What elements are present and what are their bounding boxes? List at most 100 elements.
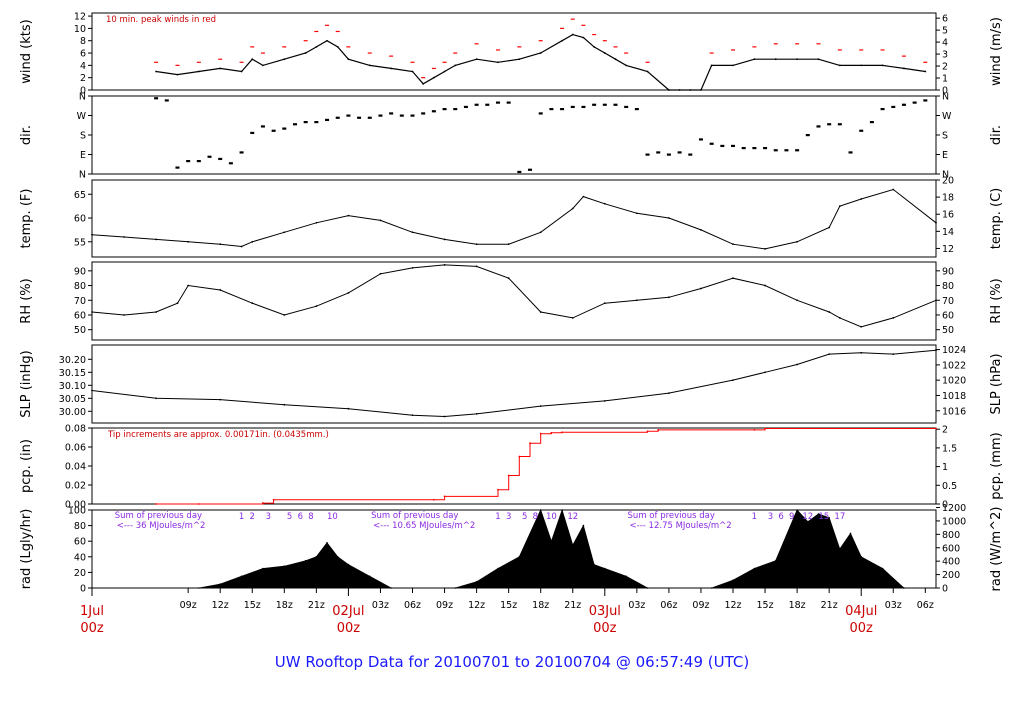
rh-point bbox=[603, 302, 606, 305]
day-label-date: 02Jul bbox=[332, 604, 364, 619]
rh-rtick-label: 60 bbox=[942, 310, 954, 321]
rad-point bbox=[774, 559, 777, 562]
temp-data bbox=[91, 188, 937, 250]
wind-point bbox=[593, 45, 596, 48]
pcp-ytick-label: 0.04 bbox=[65, 462, 86, 473]
rad-hour-mark: 6 bbox=[778, 512, 783, 522]
rad-hour-mark: 9 bbox=[789, 512, 794, 522]
slp-point bbox=[91, 389, 93, 392]
wind-point bbox=[283, 58, 286, 61]
rad-data bbox=[198, 508, 905, 589]
pcp-ytick-label: 0.08 bbox=[65, 424, 86, 435]
rh-ytick-label: 90 bbox=[74, 266, 86, 277]
slp-point bbox=[732, 379, 734, 381]
slp-point bbox=[603, 400, 606, 402]
dir-point bbox=[645, 153, 650, 156]
rh-rtick-label: 90 bbox=[942, 266, 954, 277]
rh-point bbox=[838, 317, 841, 319]
rad-hour-mark: 10 bbox=[546, 512, 557, 522]
dir-point bbox=[763, 147, 768, 150]
rh-point bbox=[764, 284, 766, 287]
temp-point bbox=[838, 205, 841, 208]
wind-point bbox=[347, 58, 350, 61]
dir-point bbox=[367, 116, 372, 119]
rad-point bbox=[390, 587, 392, 589]
pcp-point bbox=[432, 498, 435, 501]
wind-point bbox=[518, 58, 521, 61]
temp-point bbox=[475, 243, 478, 246]
slp-point bbox=[860, 351, 863, 354]
dir-point bbox=[154, 97, 159, 100]
rh-ylabel: RH (%) bbox=[19, 278, 34, 323]
wind-point bbox=[432, 76, 435, 79]
dir-point bbox=[795, 149, 800, 152]
x-tick-label: 03z bbox=[885, 600, 902, 611]
temp-rtick-label: 18 bbox=[942, 193, 954, 204]
pcp-annotation: Tip increments are approx. 0.00171in. (0… bbox=[107, 430, 329, 440]
rad-rtick-label: 800 bbox=[942, 530, 960, 541]
dir-ylabel: dir. bbox=[19, 125, 34, 145]
wind-point bbox=[796, 58, 799, 61]
temp-point bbox=[507, 243, 510, 246]
pcp-point bbox=[262, 502, 264, 504]
rad-rtick-label: 0 bbox=[942, 584, 948, 595]
dir-point bbox=[656, 151, 661, 154]
dir-point bbox=[517, 170, 522, 174]
slp-ylabel: SLP (inHg) bbox=[19, 350, 34, 418]
rad-point bbox=[475, 580, 478, 583]
wind-point bbox=[571, 33, 574, 36]
slp-series-line bbox=[91, 349, 937, 418]
rad-hour-mark: 2 bbox=[250, 512, 255, 522]
rh-point bbox=[635, 299, 638, 302]
rad-point bbox=[903, 587, 905, 589]
temp-point bbox=[796, 240, 799, 243]
rad-point bbox=[368, 575, 371, 578]
dir-point bbox=[720, 144, 725, 148]
rad-point bbox=[326, 541, 328, 544]
wind-point bbox=[924, 70, 927, 73]
slp-panel: SLP (inHg) SLP (hPa) 30.00 30.05 30.10 30.15 3… bbox=[19, 344, 1004, 424]
slp-point bbox=[155, 397, 158, 400]
rad-point bbox=[283, 565, 286, 567]
pcp-point bbox=[197, 503, 200, 505]
x-tick-label: 15z bbox=[757, 600, 774, 611]
rad-hour-mark: 6 bbox=[298, 512, 303, 522]
rad-point bbox=[347, 563, 350, 566]
rad-rtick-label: 600 bbox=[942, 543, 960, 554]
rad-point bbox=[593, 563, 595, 566]
rad-daily-note-line1: Sum of previous day bbox=[371, 511, 458, 521]
dir-point bbox=[463, 105, 468, 109]
wind-point bbox=[422, 82, 425, 85]
dir-point bbox=[325, 118, 330, 122]
day-label-hour: 00z bbox=[850, 621, 874, 636]
wind-point bbox=[646, 70, 649, 73]
dir-point bbox=[592, 103, 597, 106]
wind-point bbox=[251, 58, 254, 61]
dir-point bbox=[859, 129, 864, 132]
rh-ytick-label: 70 bbox=[74, 296, 86, 307]
slp-point bbox=[411, 414, 414, 417]
pcp-point bbox=[443, 495, 446, 498]
dir-point bbox=[709, 142, 714, 145]
wind-point bbox=[443, 70, 446, 73]
dir-point bbox=[560, 108, 565, 111]
rad-hour-mark: 3 bbox=[506, 512, 511, 522]
wind-point bbox=[710, 64, 713, 67]
slp-point bbox=[935, 349, 937, 352]
wind-frame bbox=[91, 12, 937, 91]
x-tick-label: 12z bbox=[724, 600, 741, 611]
wind-point bbox=[176, 73, 179, 76]
x-tick-label: 06z bbox=[660, 600, 677, 611]
rad-point bbox=[304, 559, 307, 562]
temp-point bbox=[764, 248, 766, 250]
x-tick-label: 15z bbox=[500, 600, 517, 611]
pcp-ytick-label: 0.02 bbox=[65, 481, 86, 492]
temp-point bbox=[251, 240, 254, 243]
pcp-point bbox=[272, 498, 275, 501]
rad-point bbox=[796, 509, 798, 511]
dir-point bbox=[260, 125, 265, 128]
rh-point bbox=[283, 314, 286, 316]
dir-point bbox=[827, 123, 832, 126]
wind-rtick-label: 1 bbox=[942, 74, 948, 85]
